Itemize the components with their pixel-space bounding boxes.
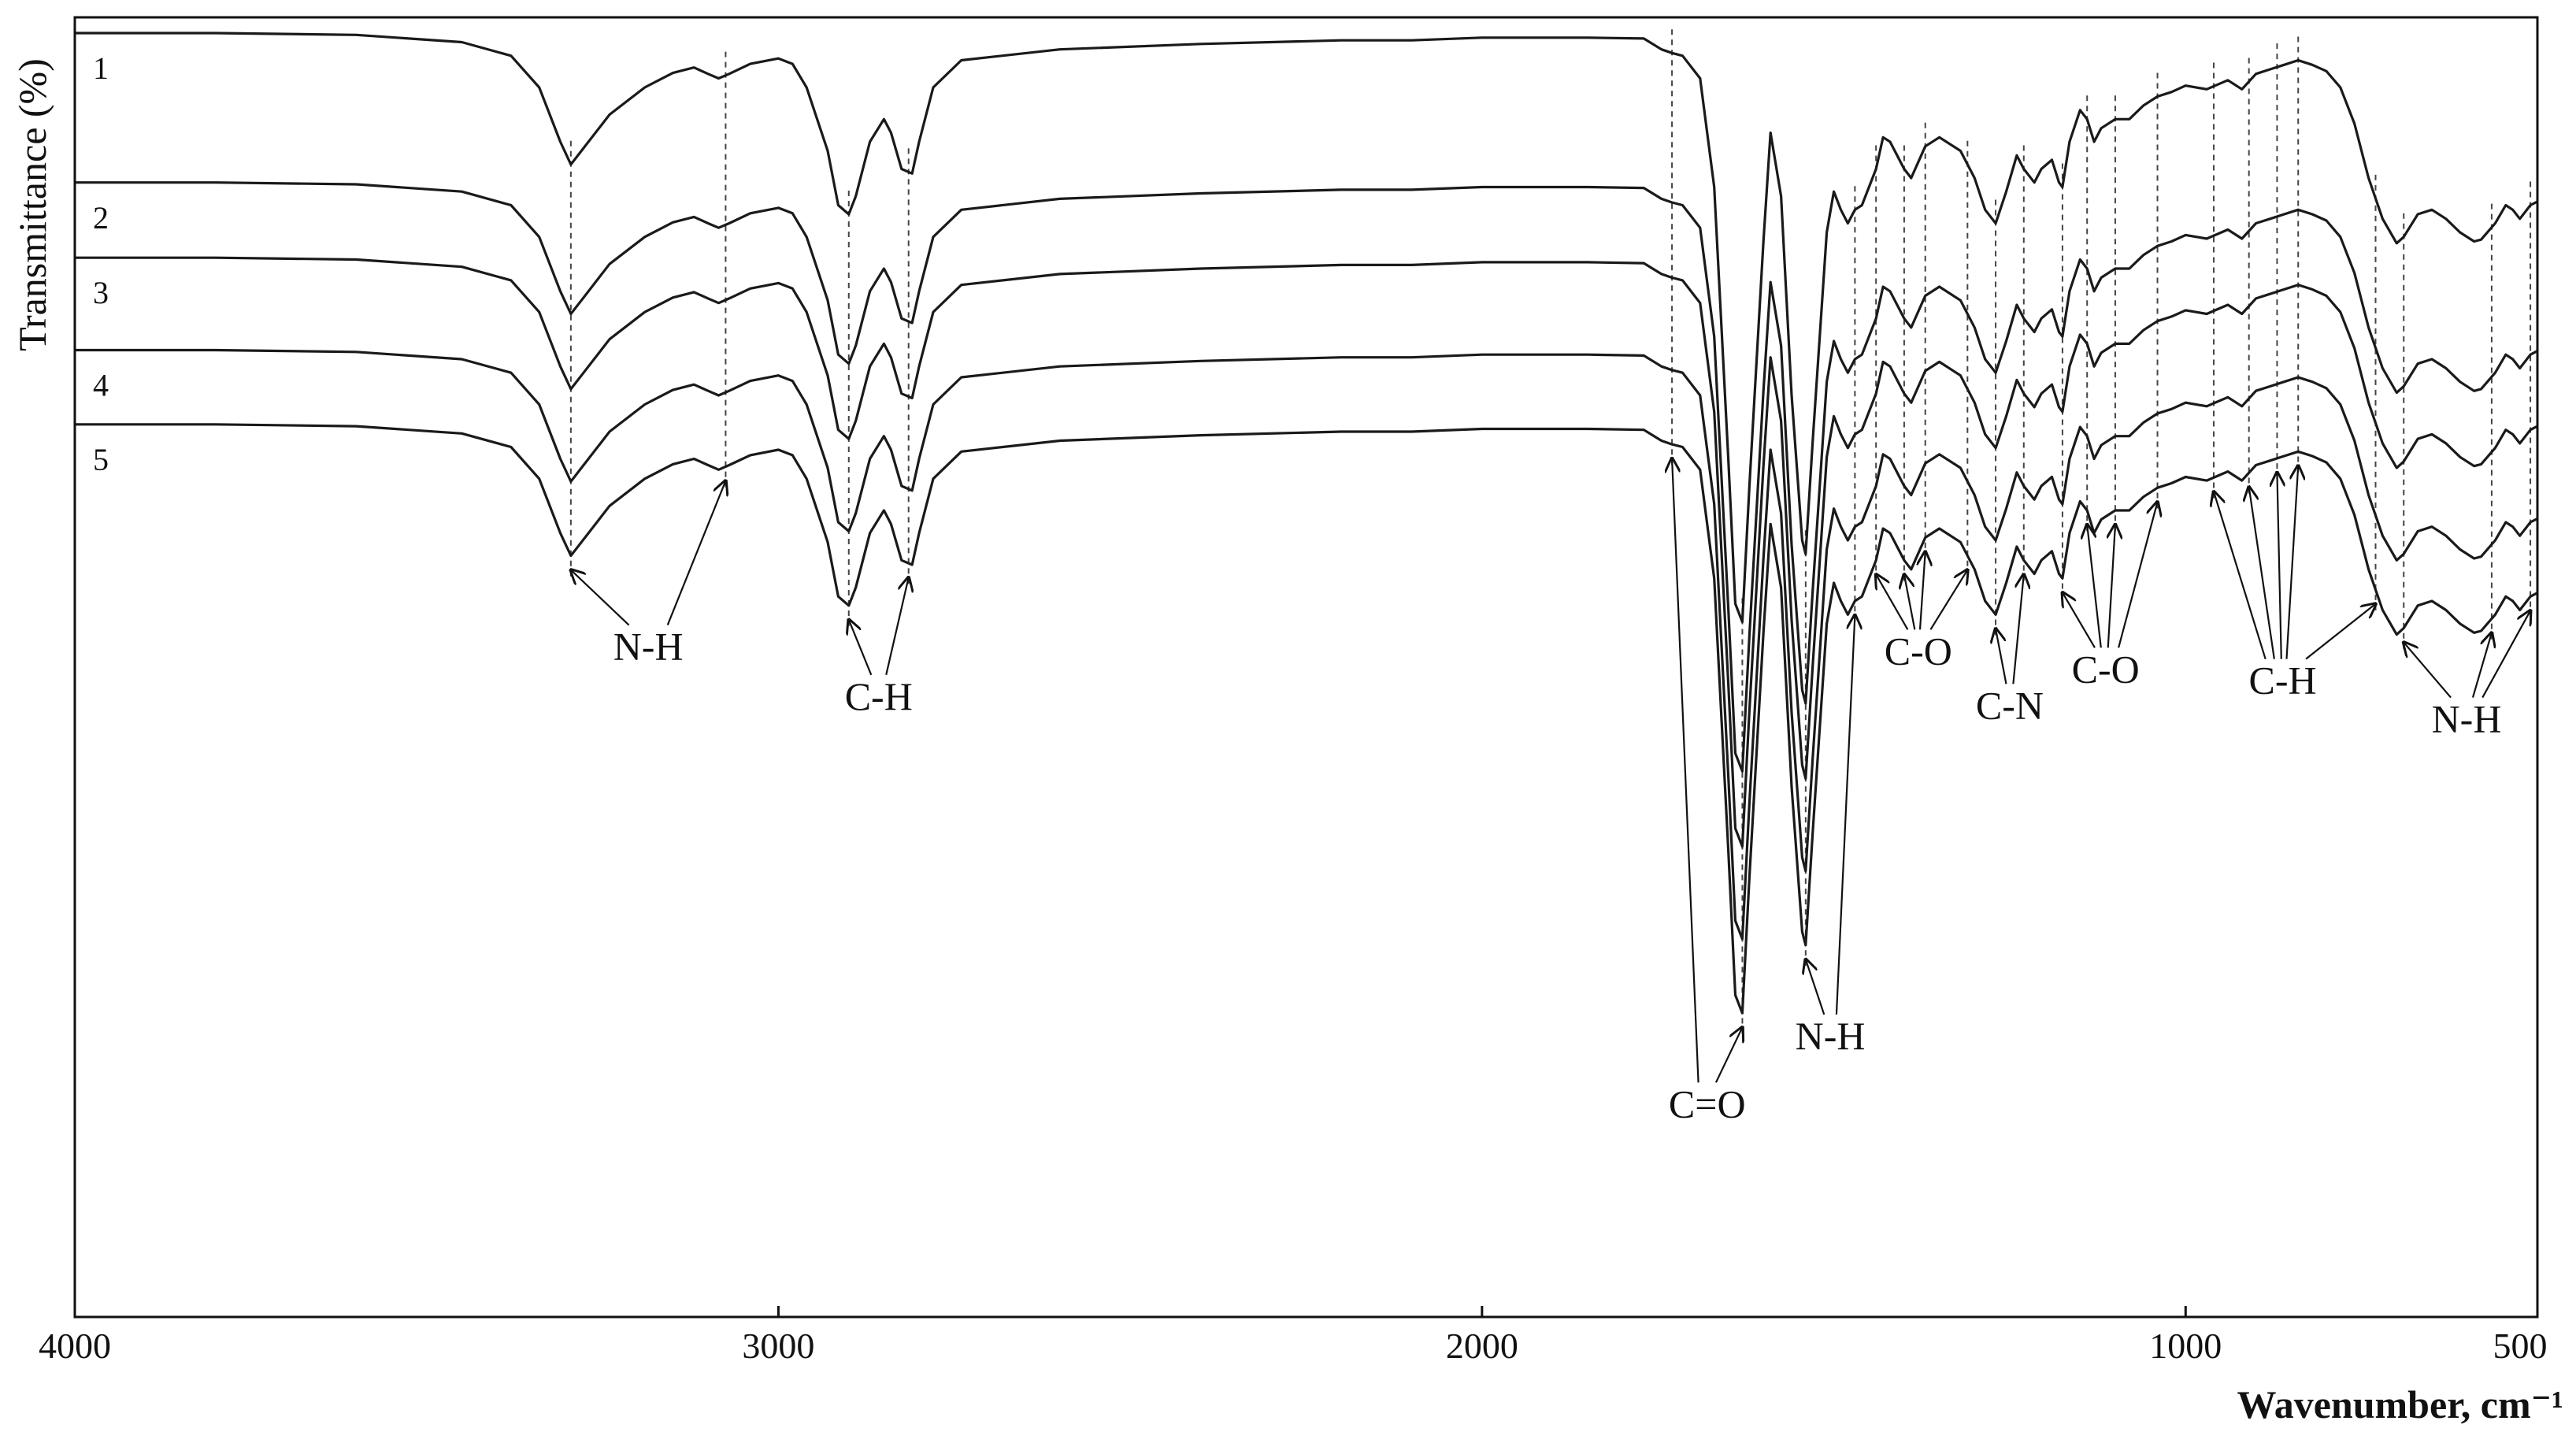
x-tick-label: 1000 bbox=[2149, 1326, 2222, 1366]
spectrum-line-3 bbox=[75, 256, 2538, 848]
band-label-co-2: C=O bbox=[1669, 1081, 1746, 1126]
spectrum-line-2 bbox=[75, 181, 2538, 773]
band-annotations: N-H C-H C=O N-H C-O C-N C-O C-H N-H bbox=[571, 458, 2530, 1126]
band-arrow bbox=[2277, 473, 2281, 659]
band-arrow bbox=[2404, 643, 2452, 699]
band-label-cn-5: C-N bbox=[1976, 683, 2044, 727]
trace-labels: 1 2 3 4 5 bbox=[93, 50, 109, 477]
band-arrow bbox=[1996, 629, 2007, 684]
x-axis-ticks: 4000 3000 2000 1000 500 bbox=[39, 1306, 2548, 1366]
x-tick-label: 2000 bbox=[1446, 1326, 1518, 1366]
trace-label-4: 4 bbox=[93, 368, 109, 403]
band-arrow bbox=[885, 577, 908, 676]
plot-frame bbox=[73, 16, 2539, 1319]
band-arrow bbox=[1672, 458, 1699, 1083]
band-arrow bbox=[849, 620, 873, 676]
band-arrow bbox=[2012, 574, 2023, 684]
band-arrow bbox=[2249, 487, 2275, 659]
band-arrow bbox=[2285, 466, 2298, 659]
band-arrow bbox=[2305, 604, 2375, 660]
band-arrow bbox=[2108, 525, 2115, 648]
trace-label-3: 3 bbox=[93, 275, 109, 310]
y-axis-title: Transmittance (%) bbox=[10, 58, 54, 351]
band-arrow bbox=[1835, 615, 1855, 1015]
band-label-co-6: C-O bbox=[2072, 647, 2140, 691]
band-label-ch-1: C-H bbox=[845, 674, 913, 718]
band-arrow bbox=[1714, 1027, 1743, 1083]
band-arrow bbox=[1806, 959, 1825, 1015]
spectrum-line-1 bbox=[75, 32, 2538, 624]
band-arrow bbox=[2118, 502, 2157, 648]
band-arrow bbox=[1876, 574, 1909, 630]
band-arrow bbox=[2087, 525, 2102, 648]
band-arrow bbox=[2481, 610, 2530, 699]
band-arrow bbox=[1929, 570, 1967, 630]
band-label-nh-8: N-H bbox=[2432, 697, 2502, 741]
x-tick-label: 500 bbox=[2493, 1326, 2548, 1366]
x-tick-label: 3000 bbox=[742, 1326, 814, 1366]
x-axis-title: Wavenumber, cm⁻¹ bbox=[2237, 1382, 2563, 1426]
x-tick-label: 4000 bbox=[39, 1326, 111, 1366]
band-arrow bbox=[2063, 592, 2096, 648]
trace-label-1: 1 bbox=[93, 50, 109, 86]
spectrum-line-4 bbox=[75, 348, 2538, 940]
guide-lines bbox=[569, 29, 2532, 1036]
band-arrow bbox=[2471, 632, 2492, 698]
band-label-nh-0: N-H bbox=[613, 625, 684, 669]
band-label-nh-3: N-H bbox=[1796, 1014, 1866, 1058]
trace-label-2: 2 bbox=[93, 200, 109, 236]
trace-label-5: 5 bbox=[93, 442, 109, 477]
band-arrow bbox=[666, 480, 726, 625]
band-arrow bbox=[2214, 492, 2267, 659]
band-arrow bbox=[1904, 574, 1916, 630]
band-label-co-4: C-O bbox=[1885, 629, 1952, 673]
band-label-ch-7: C-H bbox=[2249, 658, 2317, 703]
band-arrow bbox=[571, 570, 630, 626]
band-arrow bbox=[1920, 552, 1926, 630]
